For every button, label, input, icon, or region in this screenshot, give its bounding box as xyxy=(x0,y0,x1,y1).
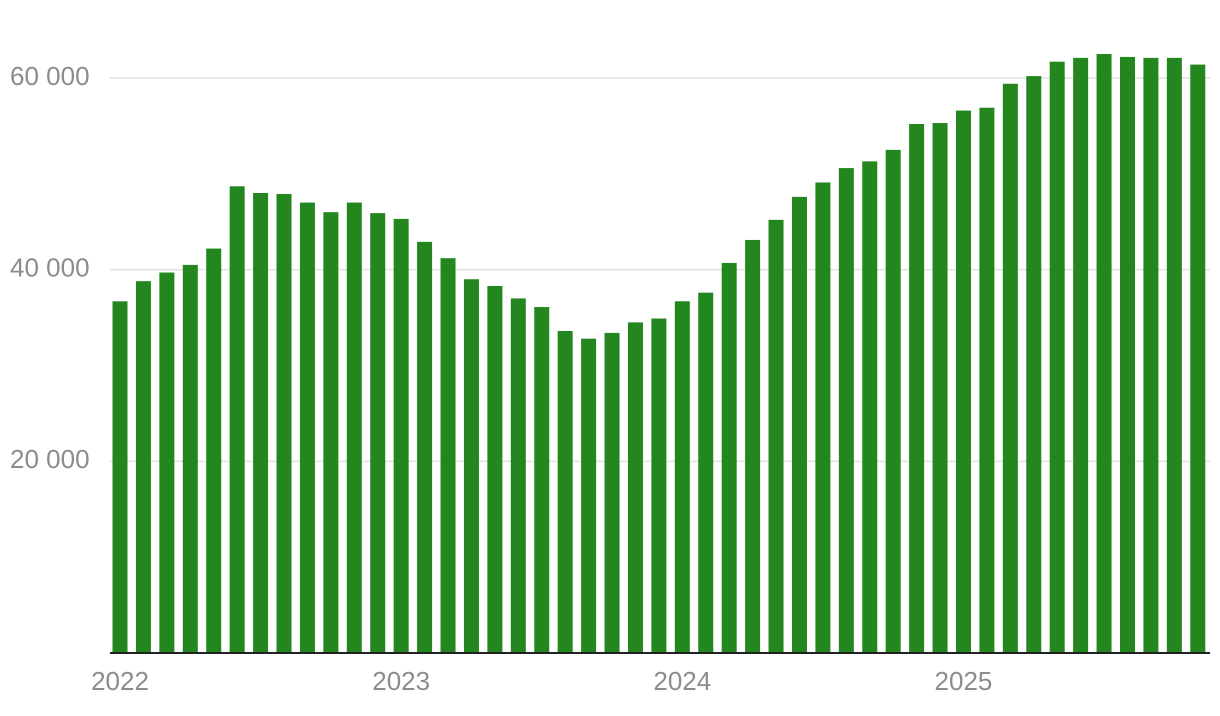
bar xyxy=(440,258,456,653)
bar xyxy=(370,213,386,653)
bar xyxy=(885,149,901,653)
bar xyxy=(955,110,971,654)
bar xyxy=(206,248,222,654)
bar xyxy=(674,301,690,653)
bar xyxy=(979,107,995,654)
bar xyxy=(276,193,292,654)
bar xyxy=(534,307,550,653)
bar xyxy=(1002,83,1018,653)
bar xyxy=(815,182,831,654)
bar xyxy=(909,124,925,653)
bar xyxy=(932,123,948,653)
x-tick-label: 2022 xyxy=(91,666,149,696)
bar xyxy=(651,318,667,653)
y-tick-label: 40 000 xyxy=(10,253,90,283)
bar xyxy=(768,219,784,654)
bar xyxy=(791,196,807,654)
bar xyxy=(487,285,503,653)
x-tick-label: 2025 xyxy=(935,666,993,696)
bar xyxy=(299,202,315,654)
bar xyxy=(557,331,573,653)
bar xyxy=(627,322,643,653)
bar xyxy=(463,279,479,653)
bar xyxy=(862,161,878,653)
bar xyxy=(604,332,620,653)
bar xyxy=(1073,57,1089,653)
bar xyxy=(1166,57,1182,653)
bar xyxy=(323,212,339,653)
bar xyxy=(1049,61,1065,654)
bar xyxy=(393,218,409,653)
y-tick-label: 20 000 xyxy=(10,444,90,474)
bar xyxy=(1096,54,1112,653)
x-tick-label: 2024 xyxy=(653,666,711,696)
y-tick-label: 60 000 xyxy=(10,61,90,91)
bar xyxy=(112,301,128,653)
bar xyxy=(1119,56,1135,653)
bar xyxy=(1190,64,1206,654)
bar xyxy=(745,239,761,654)
bar xyxy=(346,202,362,654)
bar xyxy=(698,292,714,653)
bar xyxy=(510,298,526,653)
bar xyxy=(1026,76,1042,654)
bar xyxy=(417,241,433,653)
bar xyxy=(1143,57,1159,653)
bar xyxy=(253,193,269,653)
bar xyxy=(721,262,737,653)
x-tick-label: 2023 xyxy=(372,666,430,696)
bar xyxy=(182,264,198,653)
bar xyxy=(159,272,175,653)
bar xyxy=(581,338,597,653)
bar xyxy=(135,281,151,653)
bar xyxy=(229,186,245,653)
bar xyxy=(838,168,854,654)
